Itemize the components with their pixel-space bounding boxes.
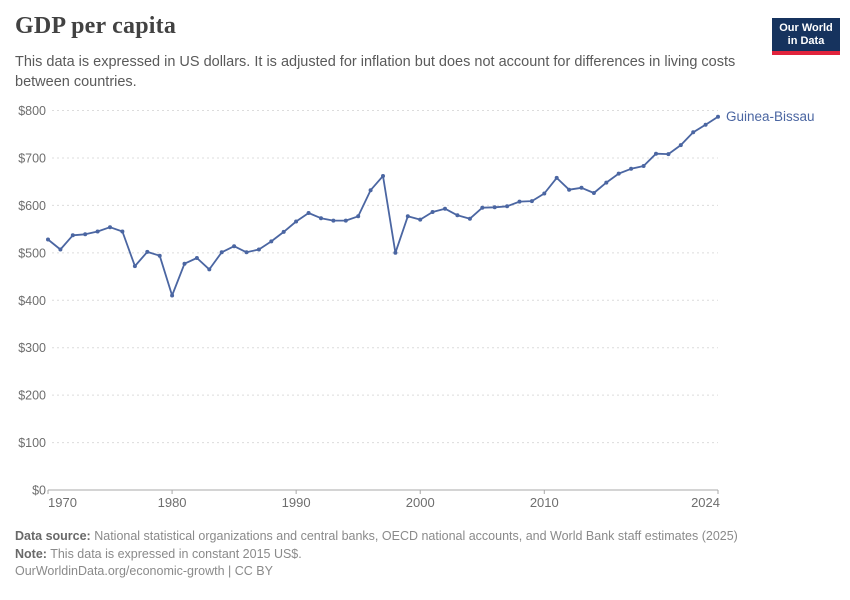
data-point[interactable] [604,180,609,185]
chart-subtitle: This data is expressed in US dollars. It… [15,54,736,90]
data-point[interactable] [343,218,348,223]
data-point[interactable] [256,247,261,252]
data-point[interactable] [269,239,274,244]
data-point[interactable] [691,130,696,135]
data-point[interactable] [170,293,175,298]
data-point[interactable] [393,250,398,255]
y-tick-label: $500 [18,246,46,260]
data-point[interactable] [654,151,658,156]
data-point[interactable] [194,256,199,260]
data-point[interactable] [616,171,621,176]
data-point[interactable] [430,210,435,214]
data-point[interactable] [492,205,497,210]
y-tick-label: $400 [18,294,46,308]
data-point[interactable] [70,233,75,238]
series-entity-label: Guinea-Bissau [726,109,815,124]
data-point[interactable] [716,114,720,119]
data-point[interactable] [232,244,237,249]
data-point[interactable] [182,261,187,266]
y-tick-label: $100 [18,436,46,450]
data-point[interactable] [666,152,671,157]
data-point[interactable] [579,185,584,190]
owid-logo-line1: Our World [779,22,833,34]
data-point[interactable] [703,122,708,127]
data-source-label: Data source: [15,529,91,543]
series-line[interactable] [47,115,719,297]
data-point[interactable] [505,204,510,209]
citation-link[interactable]: OurWorldinData.org/economic-growth | CC … [15,564,273,579]
data-point[interactable] [145,249,150,254]
data-point[interactable] [157,253,162,258]
data-point[interactable] [132,264,137,269]
data-point[interactable] [467,216,472,221]
chart-footer: Data source: National statistical organi… [15,528,738,581]
data-point[interactable] [83,232,88,237]
data-source-line: Data source: National statistical organi… [15,528,738,546]
data-point[interactable] [629,166,634,171]
data-point[interactable] [207,267,212,272]
data-point[interactable] [443,206,447,211]
data-point[interactable] [554,175,559,180]
data-point[interactable] [219,250,224,255]
data-point[interactable] [356,214,361,219]
data-point[interactable] [368,188,373,193]
y-tick-label: $0 [32,484,46,498]
note-line: Note: This data is expressed in constant… [15,546,738,564]
data-point[interactable] [281,229,286,234]
data-point[interactable] [455,213,460,218]
x-tick-label: 2024 [691,495,720,510]
data-point[interactable] [58,247,63,252]
x-tick-label: 2010 [530,495,559,510]
data-point[interactable] [244,250,249,255]
data-point[interactable] [46,237,50,242]
x-tick-label: 1970 [48,495,77,510]
page-title: GDP per capita [15,13,177,39]
line-chart[interactable]: $0 $100 $200 $300 $400 $500 $600 $700 $800 1970 19… [0,0,850,520]
data-point[interactable] [319,216,323,221]
data-point[interactable] [120,229,125,234]
x-tick-label: 2000 [406,495,435,510]
data-point[interactable] [641,164,646,168]
data-point[interactable] [405,214,410,219]
note-label: Note: [15,546,47,561]
data-point[interactable] [418,217,423,222]
owid-logo[interactable]: Our World in Data [772,18,840,55]
data-point[interactable] [542,191,547,196]
data-point[interactable] [517,199,522,204]
owid-logo-line2: in Data [787,35,825,47]
data-point[interactable] [381,174,385,178]
data-point[interactable] [294,219,299,224]
y-tick-label: $200 [18,389,46,403]
x-tick-label: 1990 [282,495,311,510]
data-point[interactable] [331,218,336,223]
data-point[interactable] [529,199,534,204]
x-tick-label: 1980 [158,495,187,510]
data-point[interactable] [95,229,100,234]
y-tick-label: $700 [18,151,46,165]
data-point[interactable] [567,187,572,192]
data-point[interactable] [678,143,683,148]
data-source-text: National statistical organizations and c… [94,529,738,543]
data-point[interactable] [108,225,112,230]
y-tick-label: $300 [18,341,46,355]
data-point[interactable] [480,205,485,210]
y-tick-label: $600 [18,199,46,213]
note-text: This data is expressed in constant 2015 … [50,546,302,561]
data-point[interactable] [591,191,596,195]
y-tick-label: $800 [18,104,46,118]
data-point[interactable] [306,211,311,215]
